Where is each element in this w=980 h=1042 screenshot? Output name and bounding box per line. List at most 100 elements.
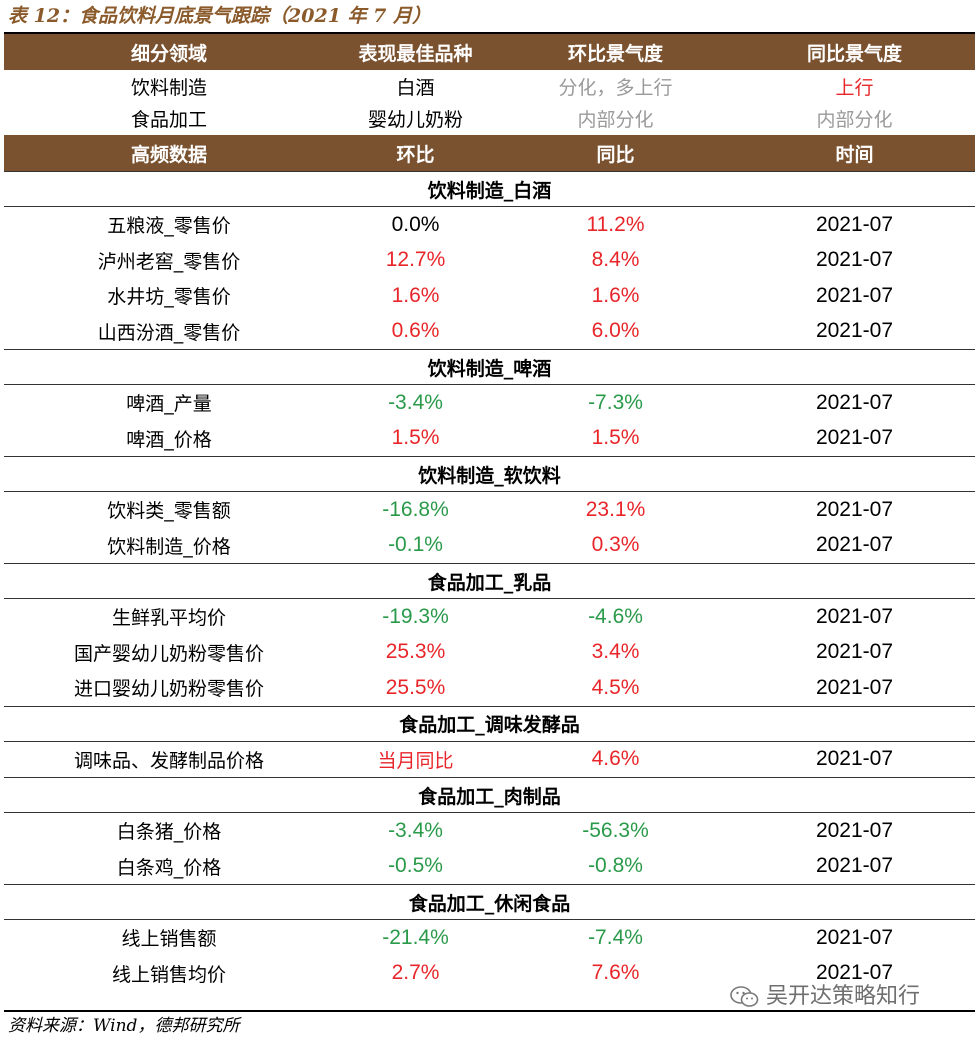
mom-value: 12.7% — [385, 248, 446, 272]
summary-cell-c3: 分化，多上行 — [558, 76, 673, 99]
yoy-value: 4.6% — [591, 747, 640, 771]
yoy-value: 1.6% — [591, 283, 640, 307]
yoy-value: 23.1% — [585, 497, 646, 521]
yoy-value: -56.3% — [582, 818, 649, 842]
mom-value: 0.6% — [391, 319, 440, 343]
summary-cell-c4: 内部分化 — [816, 108, 893, 131]
summary-row: 食品加工 婴幼儿奶粉 内部分化 内部分化 — [4, 102, 975, 134]
summary-cell-c1: 饮料制造 — [130, 76, 207, 99]
mom-value: -3.4% — [388, 818, 443, 842]
table-row: 调味品、发酵制品价格 当月同比 4.6% 2021-07 — [4, 742, 975, 778]
yoy-value: -0.8% — [588, 854, 643, 878]
mom-value: 0.0% — [391, 212, 440, 236]
row-label: 水井坊_零售价 — [107, 286, 231, 309]
header-cell: 表现最佳品种 — [358, 42, 473, 65]
mom-value: 1.5% — [391, 426, 440, 450]
header-cell: 环比景气度 — [567, 42, 663, 65]
time-value: 2021-07 — [815, 961, 894, 985]
table-row: 山西汾酒_零售价 0.6% 6.0% 2021-07 — [4, 314, 975, 350]
time-value: 2021-07 — [815, 248, 894, 272]
row-label: 国产婴幼儿奶粉零售价 — [73, 642, 264, 665]
summary-row: 饮料制造 白酒 分化，多上行 上行 — [4, 70, 975, 102]
mom-value: 2.7% — [391, 961, 440, 985]
time-value: 2021-07 — [815, 319, 894, 343]
time-value: 2021-07 — [815, 640, 894, 664]
table-row: 线上销售均价 2.7% 7.6% 2021-07 — [4, 956, 975, 992]
table-row: 水井坊_零售价 1.6% 1.6% 2021-07 — [4, 278, 975, 314]
top-rule — [4, 32, 975, 34]
table-row: 国产婴幼儿奶粉零售价 25.3% 3.4% 2021-07 — [4, 635, 975, 671]
table-row: 泸州老窖_零售价 12.7% 8.4% 2021-07 — [4, 243, 975, 279]
watermark-text: 吴开达策略知行 — [766, 984, 921, 1009]
table-row: 五粮液_零售价 0.0% 11.2% 2021-07 — [4, 207, 975, 243]
header-cell: 环比 — [396, 143, 435, 166]
table-row: 啤酒_价格 1.5% 1.5% 2021-07 — [4, 421, 975, 457]
summary-cell-c2: 婴幼儿奶粉 — [367, 108, 463, 131]
row-label: 白条鸡_价格 — [116, 856, 222, 879]
yoy-value: -4.6% — [588, 604, 643, 628]
mom-value: -16.8% — [382, 497, 449, 521]
mom-value: 25.3% — [385, 640, 446, 664]
mom-value: -0.5% — [388, 854, 443, 878]
header-cell: 高频数据 — [130, 143, 207, 166]
section-header: 饮料制造_啤酒 — [4, 349, 975, 385]
yoy-value: 3.4% — [591, 640, 640, 664]
row-label: 山西汾酒_零售价 — [97, 321, 241, 344]
table-row: 啤酒_产量 -3.4% -7.3% 2021-07 — [4, 385, 975, 421]
table-row: 进口婴幼儿奶粉零售价 25.5% 4.5% 2021-07 — [4, 670, 975, 706]
time-value: 2021-07 — [815, 497, 894, 521]
yoy-value: -7.4% — [588, 925, 643, 949]
row-label: 线上销售均价 — [111, 963, 226, 986]
row-label: 啤酒_产量 — [126, 393, 212, 416]
table-row: 白条鸡_价格 -0.5% -0.8% 2021-07 — [4, 849, 975, 885]
row-label: 五粮液_零售价 — [107, 215, 231, 238]
row-label: 饮料类_零售额 — [107, 500, 231, 523]
mom-value: -0.1% — [388, 533, 443, 557]
watermark: 吴开达策略知行 — [730, 980, 920, 1014]
section-header: 食品加工_乳品 — [4, 563, 975, 599]
yoy-value: 11.2% — [586, 212, 645, 236]
row-label: 泸州老窖_零售价 — [97, 250, 241, 273]
header-cell: 同比景气度 — [806, 42, 902, 65]
header-cell: 时间 — [835, 143, 874, 166]
yoy-value: 4.5% — [591, 675, 640, 699]
mom-value: 1.6% — [391, 283, 440, 307]
mom-value: -3.4% — [388, 390, 443, 414]
summary-cell-c2: 白酒 — [396, 76, 435, 99]
yoy-value: 7.6% — [591, 961, 640, 985]
mom-value: -21.4% — [382, 925, 449, 949]
table-row: 生鲜乳平均价 -19.3% -4.6% 2021-07 — [4, 599, 975, 635]
header-cell: 同比 — [596, 143, 635, 166]
section-header: 食品加工_肉制品 — [4, 777, 975, 813]
mom-value: 25.5% — [385, 675, 446, 699]
mom-value: -19.3% — [382, 604, 449, 628]
yoy-value: 0.3% — [591, 533, 640, 557]
yoy-value: 6.0% — [591, 319, 640, 343]
table-row: 饮料制造_价格 -0.1% 0.3% 2021-07 — [4, 528, 975, 564]
header-cell: 细分领域 — [130, 42, 207, 65]
summary-cell-c4: 上行 — [835, 76, 874, 99]
mom-value: 当月同比 — [377, 749, 454, 772]
section-header: 食品加工_休闲食品 — [4, 884, 975, 920]
table-row: 线上销售额 -21.4% -7.4% 2021-07 — [4, 920, 975, 956]
section-header: 饮料制造_软饮料 — [4, 456, 975, 492]
table-row: 饮料类_零售额 -16.8% 23.1% 2021-07 — [4, 492, 975, 528]
time-value: 2021-07 — [815, 604, 894, 628]
yoy-value: -7.3% — [588, 390, 643, 414]
row-label: 饮料制造_价格 — [107, 535, 231, 558]
section-header: 饮料制造_白酒 — [4, 171, 975, 207]
time-value: 2021-07 — [815, 675, 894, 699]
time-value: 2021-07 — [815, 390, 894, 414]
yoy-value: 1.5% — [591, 426, 640, 450]
time-value: 2021-07 — [815, 854, 894, 878]
wechat-icon — [730, 986, 759, 1007]
row-label: 生鲜乳平均价 — [111, 607, 226, 630]
time-value: 2021-07 — [815, 747, 894, 771]
header-row-highfreq: 高频数据 环比 同比 时间 — [4, 135, 975, 171]
time-value: 2021-07 — [815, 426, 894, 450]
row-label: 进口婴幼儿奶粉零售价 — [73, 678, 264, 701]
time-value: 2021-07 — [815, 818, 894, 842]
time-value: 2021-07 — [815, 533, 894, 557]
row-label: 白条猪_价格 — [116, 821, 222, 844]
summary-cell-c1: 食品加工 — [130, 108, 207, 131]
